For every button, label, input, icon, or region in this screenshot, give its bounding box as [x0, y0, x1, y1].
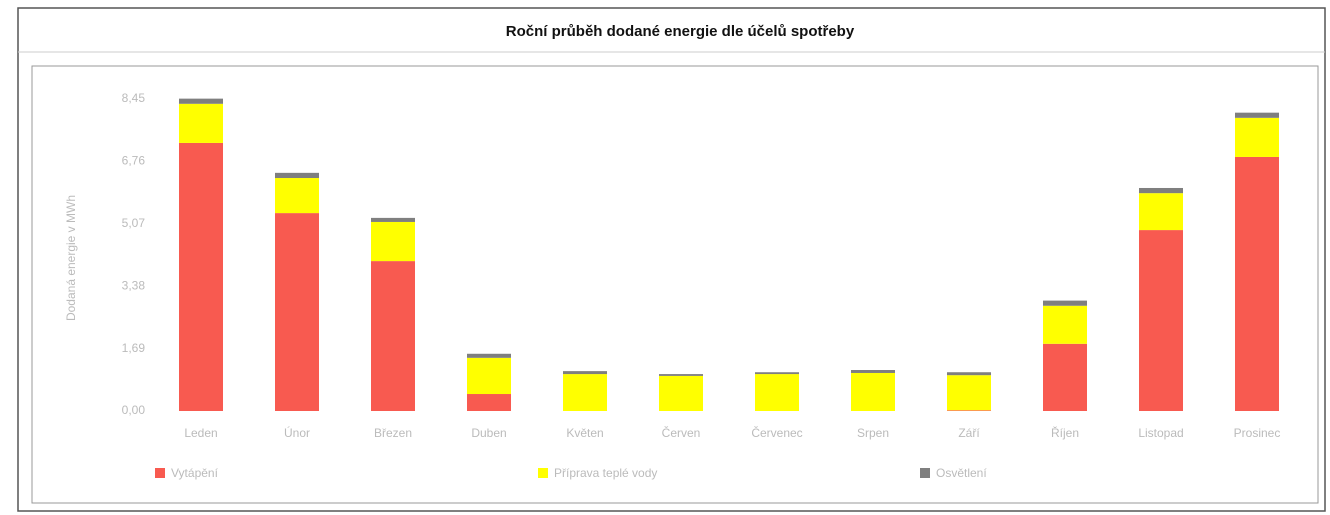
chart-frame	[31, 65, 1319, 504]
x-tick-label: Květen	[566, 426, 603, 440]
bar-segment	[1235, 156, 1279, 411]
x-tick-label: Září	[958, 426, 980, 440]
x-tick-label: Duben	[471, 426, 506, 440]
legend-swatch	[920, 468, 930, 478]
bar-segment	[659, 375, 703, 411]
bar-segment	[179, 142, 223, 411]
bar-segment	[851, 370, 895, 373]
x-tick-label: Srpen	[857, 426, 889, 440]
bar-segment	[275, 178, 319, 214]
legend-swatch	[155, 468, 165, 478]
bar-segment	[467, 357, 511, 395]
bar-segment	[1235, 112, 1279, 118]
bar-segment	[755, 374, 799, 411]
legend-label: Osvětlení	[936, 466, 987, 480]
x-tick-label: Červen	[662, 425, 701, 440]
y-tick-label: 5,07	[122, 216, 146, 230]
x-tick-label: Únor	[284, 425, 310, 440]
bar-segment	[1139, 230, 1183, 411]
bar-segment	[179, 98, 223, 104]
bar-segment	[275, 213, 319, 411]
legend-swatch	[538, 468, 548, 478]
bar-segment	[659, 374, 703, 376]
x-tick-label: Říjen	[1051, 425, 1079, 440]
bar-segment	[947, 375, 991, 411]
bar-segment	[1139, 193, 1183, 231]
y-tick-label: 0,00	[122, 403, 146, 417]
x-tick-label: Červenec	[751, 425, 802, 440]
y-tick-label: 8,45	[122, 91, 146, 105]
y-tick-label: 1,69	[122, 341, 146, 355]
legend-label: Příprava teplé vody	[554, 466, 657, 480]
bar-segment	[1235, 117, 1279, 157]
y-tick-label: 3,38	[122, 278, 146, 292]
bar-segment	[467, 353, 511, 358]
y-tick-label: 6,76	[122, 154, 146, 168]
y-axis-label: Dodaná energie v MWh	[64, 195, 78, 321]
chart-title: Roční průběh dodané energie dle účelů sp…	[506, 23, 855, 40]
x-tick-label: Listopad	[1138, 426, 1183, 440]
bar-segment	[371, 261, 415, 411]
bar-segment	[371, 217, 415, 222]
bar-segment	[1043, 300, 1087, 306]
bar-segment	[467, 394, 511, 411]
x-tick-label: Prosinec	[1234, 426, 1281, 440]
bar-segment	[371, 221, 415, 262]
bar-segment	[179, 103, 223, 143]
x-tick-label: Leden	[184, 426, 217, 440]
bar-segment	[947, 410, 991, 411]
bar-segment	[1043, 343, 1087, 411]
bar-segment	[947, 372, 991, 376]
legend-label: Vytápění	[171, 466, 219, 480]
x-tick-label: Březen	[374, 426, 412, 440]
bar-segment	[563, 371, 607, 375]
bar-segment	[851, 372, 895, 411]
bar-segment	[1139, 187, 1183, 194]
bar-segment	[563, 374, 607, 411]
bar-segment	[1043, 305, 1087, 344]
bar-segment	[755, 372, 799, 375]
bar-segment	[275, 172, 319, 179]
